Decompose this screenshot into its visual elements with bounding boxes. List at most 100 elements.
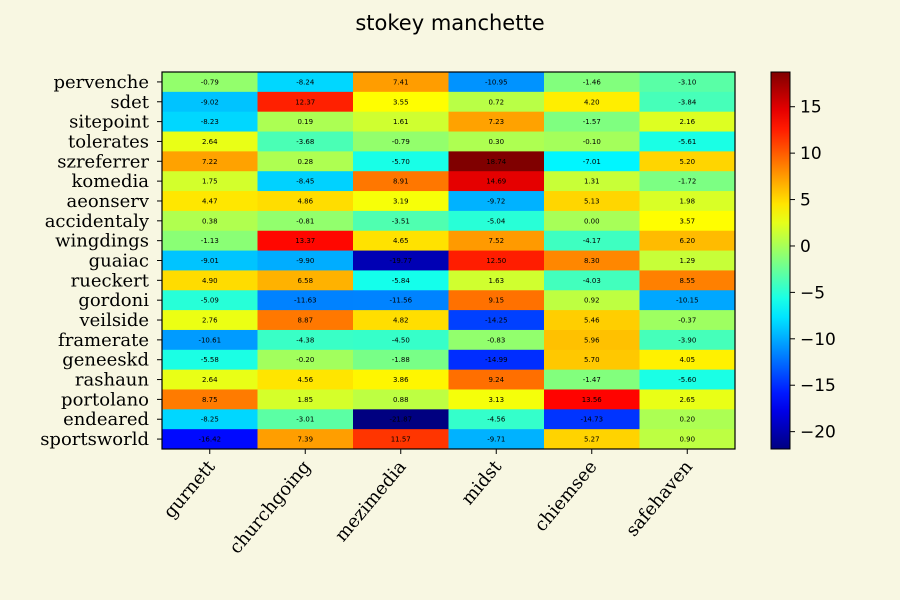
- heatmap-cell: [162, 290, 258, 311]
- cell-value-label: -5.70: [392, 158, 410, 166]
- cell-value-label: 0.28: [297, 158, 313, 166]
- cell-value-label: -5.60: [678, 376, 696, 384]
- row-label: szreferrer: [57, 151, 149, 172]
- heatmap-cell: [544, 191, 640, 212]
- row-label: rueckert: [71, 270, 150, 291]
- heatmap-cell: [162, 151, 258, 172]
- heatmap-cell: [544, 349, 640, 371]
- cell-value-label: -21.87: [389, 416, 412, 424]
- cell-value-label: -10.61: [198, 336, 221, 344]
- heatmap-cell: [639, 409, 736, 430]
- heatmap-cell: [544, 389, 640, 410]
- heatmap-cell: [639, 310, 736, 331]
- heatmap-cell: [162, 409, 258, 430]
- heatmap-cell: [544, 409, 640, 430]
- heatmap-cell: [257, 250, 354, 271]
- row-label: guaiac: [89, 251, 149, 272]
- cell-value-label: -3.51: [392, 217, 410, 225]
- heatmap-cell: [448, 191, 545, 212]
- cell-value-label: -1.88: [392, 356, 410, 364]
- cell-value-label: 1.75: [202, 178, 218, 186]
- heatmap-cell: [162, 369, 258, 390]
- cell-value-label: -3.90: [678, 336, 696, 344]
- heatmap-cell: [639, 210, 736, 232]
- cell-value-label: 3.19: [393, 197, 409, 205]
- heatmap-cell: [448, 111, 545, 133]
- heatmap-cell: [353, 171, 449, 192]
- cell-value-label: 0.38: [202, 217, 218, 225]
- cell-value-label: 14.69: [486, 178, 506, 186]
- row-label: veilside: [78, 310, 149, 331]
- cell-value-label: -0.10: [583, 138, 601, 146]
- cell-value-label: 4.82: [393, 317, 409, 325]
- cell-value-label: 8.91: [393, 178, 409, 186]
- cell-value-label: -8.25: [201, 416, 219, 424]
- cell-value-label: -4.03: [583, 277, 601, 285]
- cell-value-label: 5.20: [679, 158, 695, 166]
- cell-value-label: 0.00: [584, 217, 600, 225]
- heatmap-cell: [639, 250, 736, 271]
- cell-value-label: 5.27: [584, 436, 600, 444]
- colorbar-tick-label: 10: [800, 144, 822, 164]
- cell-value-label: 0.19: [297, 118, 313, 126]
- heatmap-cell: [639, 72, 736, 93]
- cell-value-label: -0.83: [487, 336, 505, 344]
- column-label: gurnett: [160, 456, 221, 523]
- cell-value-label: -19.77: [389, 257, 412, 265]
- cell-value-label: 1.29: [679, 257, 695, 265]
- heatmap-cell: [257, 230, 354, 252]
- heatmap-cell: [639, 389, 736, 410]
- cell-value-label: 4.90: [202, 277, 218, 285]
- row-label: aeonserv: [67, 191, 150, 212]
- heatmap-cell: [353, 329, 449, 351]
- cell-value-label: 7.22: [202, 158, 218, 166]
- heatmap-cell: [448, 230, 545, 252]
- cell-value-label: -5.09: [201, 297, 219, 305]
- cell-value-label: 4.05: [679, 356, 695, 364]
- heatmap-cell: [353, 111, 449, 133]
- cell-value-label: 1.98: [679, 197, 695, 205]
- cell-value-label: 2.16: [679, 118, 695, 126]
- heatmap-cell: [544, 429, 640, 450]
- heatmap-cell: [448, 290, 545, 311]
- cell-value-label: 1.61: [393, 118, 409, 126]
- cell-value-label: -5.61: [678, 138, 696, 146]
- column-label: churchgoing: [225, 457, 315, 558]
- cell-value-label: 7.41: [393, 78, 409, 86]
- heatmap-cell: [639, 131, 736, 152]
- cell-value-label: -4.17: [583, 237, 601, 245]
- cell-value-label: -3.10: [678, 78, 696, 86]
- row-label: portolano: [61, 389, 149, 410]
- heatmap-cell: [353, 310, 449, 331]
- row-label: rashaun: [75, 370, 149, 391]
- cell-value-label: -0.79: [392, 138, 410, 146]
- heatmap-cell: [639, 349, 736, 371]
- heatmap-cell: [162, 72, 258, 93]
- heatmap-cell: [448, 131, 545, 152]
- row-labels: pervenchesdetsitepointtoleratesszreferre…: [40, 72, 162, 450]
- heatmap-cell: [257, 72, 354, 93]
- heatmap-cell: [639, 270, 736, 291]
- heatmap-cell: [257, 191, 354, 212]
- cell-value-label: 5.70: [584, 356, 600, 364]
- heatmap-cell: [257, 210, 354, 232]
- heatmap-cell: [448, 329, 545, 351]
- heatmap-cell: [257, 349, 354, 371]
- heatmap-cell: [257, 310, 354, 331]
- cell-value-label: -3.84: [678, 98, 697, 106]
- cell-value-label: 5.96: [584, 336, 600, 344]
- heatmap-cell: [353, 409, 449, 430]
- row-label: komedia: [72, 171, 150, 192]
- cell-value-label: -1.13: [201, 237, 219, 245]
- heatmap-cell: [257, 131, 354, 152]
- cell-value-label: 6.58: [297, 277, 313, 285]
- heatmap-cell: [639, 369, 736, 390]
- cell-value-label: -1.46: [583, 78, 602, 86]
- heatmap-cell: [639, 151, 736, 172]
- row-label: geneeskd: [62, 350, 149, 371]
- heatmap-cell: [544, 131, 640, 152]
- cell-value-label: 8.30: [584, 257, 600, 265]
- heatmap-cell: [162, 131, 258, 152]
- heatmap-cell: [257, 429, 354, 450]
- cell-value-label: 1.31: [584, 178, 600, 186]
